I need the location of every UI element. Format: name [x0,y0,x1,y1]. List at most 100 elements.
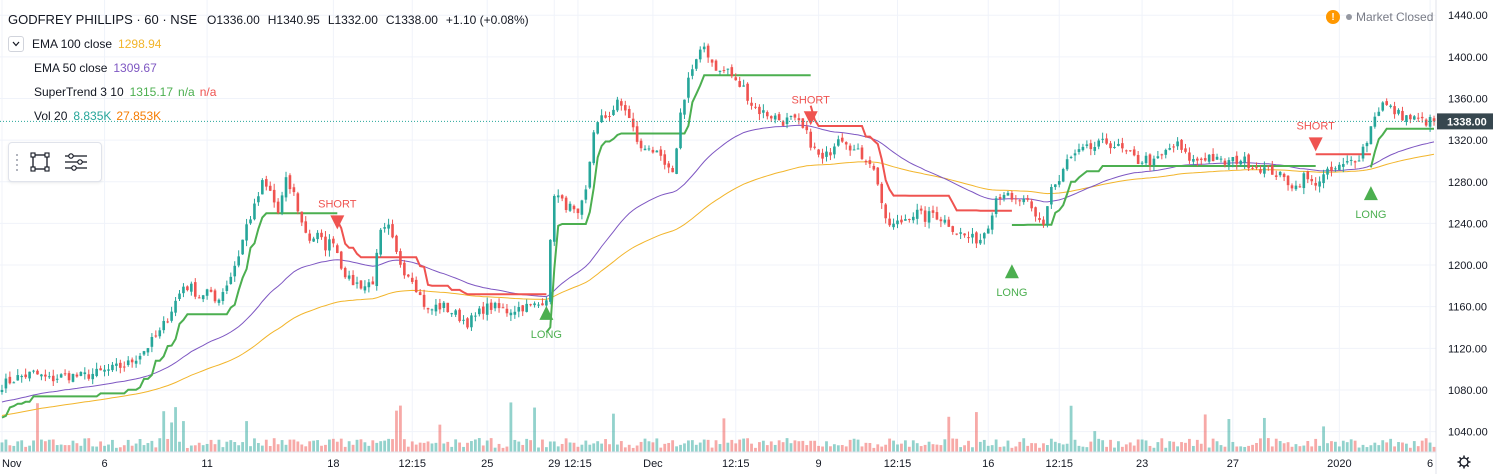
symbol-title[interactable]: GODFREY PHILLIPS · 60 · NSE [8,12,198,27]
candle-body [1227,160,1231,166]
candle-body [253,203,256,220]
time-tick-label: 25 [481,458,493,470]
drawing-toolbox[interactable] [8,142,102,182]
candle-body [1006,192,1010,196]
collapse-legend-button[interactable] [8,36,24,52]
candle-body [1184,148,1187,152]
candle-body [134,360,138,364]
candle-body [1081,146,1085,151]
volume-bar [162,411,166,452]
volume-bar [63,445,67,452]
volume-bar [111,439,114,452]
candle-body [1010,192,1014,200]
volume-bar [276,444,280,452]
warning-icon[interactable]: ! [1326,10,1340,24]
volume-bar [722,418,726,452]
candle-body [178,293,181,300]
candle-body [769,116,773,119]
price-axis[interactable]: 1440.00 1400.00 1360.00 1320.00 1280.00 1240.… [1435,0,1493,474]
volume-bar [260,445,264,452]
time-axis[interactable]: Nov 6 11 18 12:15 25 29 12:15 Dec 12:15 9 12:15 16 12… [0,451,1471,470]
volume-bar [710,447,714,452]
volume-bar [79,445,83,452]
candle-body [840,137,844,142]
volume-bar [1101,440,1105,452]
volume-bar [773,444,777,452]
volume-bar [489,438,493,452]
candle-body [1239,160,1243,165]
candle-body [1109,143,1112,149]
volume-bar [154,447,158,452]
volume-bar [931,444,935,452]
candle-body [568,203,572,211]
indicator-ema100[interactable]: EMA 100 close 1298.94 [8,32,529,56]
chart-settings-gear-icon[interactable] [1457,455,1471,469]
volume-bar [501,447,505,452]
volume-bar [1318,445,1322,452]
candle-body [541,303,544,306]
volume-bar [264,439,268,452]
volume-bar [880,446,884,452]
volume-bar [28,445,31,452]
short-label: SHORT [318,198,357,210]
candle-body [1207,154,1211,162]
candle-body [414,279,418,293]
volume-bar [1334,441,1337,452]
candle-body [1424,119,1428,126]
rectangle-tool-button[interactable] [22,146,58,178]
volume-bar [1038,447,1041,452]
volume-bar [619,441,623,452]
candle-body [375,252,379,287]
volume-bar [158,438,162,452]
last-price-badge [1437,113,1493,130]
volume-bar [564,438,568,452]
candle-body [391,224,394,238]
candle-body [146,348,150,353]
indicator-supertrend[interactable]: SuperTrend 3 10 1315.17 n/a n/a [8,80,529,104]
volume-bar [982,439,986,452]
candle-body [371,281,375,285]
candle-body [324,236,327,251]
indicator-ema50[interactable]: EMA 50 close 1309.67 [8,56,529,80]
settings-lines-button[interactable] [58,146,94,178]
volume-bar [738,439,742,452]
candle-body [817,149,820,155]
volume-bar [1077,445,1081,452]
volume-bar [1172,441,1176,452]
candle-body [458,309,461,322]
volume-bar [915,443,919,452]
candle-body [1148,154,1152,166]
volume-bar [734,443,738,452]
volume-bar [1349,439,1353,452]
candle-body [44,374,47,377]
indicator-volume[interactable]: Vol 20 8.835K 27.853K [8,104,529,128]
candle-body [517,307,521,312]
volume-bar [320,445,323,452]
candle-body [1338,164,1341,170]
candle-body [367,282,371,288]
candle-body [63,373,67,375]
candle-body [1057,181,1061,185]
volume-bar [24,446,28,452]
volume-bar [304,446,308,452]
volume-bar [1239,446,1243,452]
volume-bar [702,439,706,452]
volume-bar [1389,438,1393,452]
supertrend-extra2: n/a [199,85,217,99]
candle-body [1046,206,1049,225]
candle-body [249,219,252,224]
market-status[interactable]: ! Market Closed [1326,10,1433,24]
candle-body [1026,198,1029,200]
volume-bar [592,443,596,452]
volume-bar [1290,446,1294,452]
drag-handle[interactable] [12,153,22,171]
candle-body [1125,150,1128,152]
candle-body [742,85,745,87]
volume-bar [170,422,174,452]
volume-bar [836,445,840,452]
supertrend-extra1: n/a [178,85,195,99]
candle-body [1105,138,1108,144]
candle-body [702,46,706,50]
volume-bar [825,441,828,452]
